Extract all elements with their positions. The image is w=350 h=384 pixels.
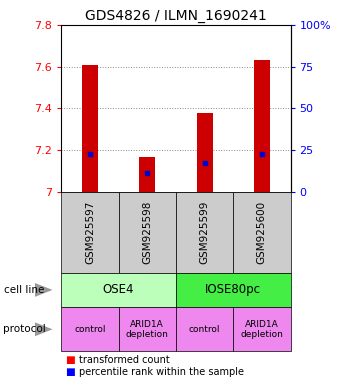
Text: control: control <box>74 325 106 334</box>
Bar <box>139 157 155 192</box>
Text: GSM925597: GSM925597 <box>85 200 95 264</box>
Text: protocol: protocol <box>4 324 46 334</box>
Text: ■: ■ <box>65 367 75 377</box>
Text: ARID1A
depletion: ARID1A depletion <box>126 319 169 339</box>
Text: GSM925599: GSM925599 <box>199 200 210 264</box>
Text: transformed count: transformed count <box>79 355 169 365</box>
Text: ■: ■ <box>65 355 75 365</box>
Text: OSE4: OSE4 <box>103 283 134 296</box>
Text: GSM925600: GSM925600 <box>257 201 267 264</box>
Text: ARID1A
depletion: ARID1A depletion <box>240 319 283 339</box>
Text: control: control <box>189 325 220 334</box>
Text: GSM925598: GSM925598 <box>142 200 152 264</box>
Text: cell line: cell line <box>4 285 44 295</box>
Bar <box>82 65 98 192</box>
Title: GDS4826 / ILMN_1690241: GDS4826 / ILMN_1690241 <box>85 8 267 23</box>
Text: IOSE80pc: IOSE80pc <box>205 283 261 296</box>
Bar <box>254 60 270 192</box>
Bar <box>196 113 212 192</box>
Text: percentile rank within the sample: percentile rank within the sample <box>79 367 244 377</box>
